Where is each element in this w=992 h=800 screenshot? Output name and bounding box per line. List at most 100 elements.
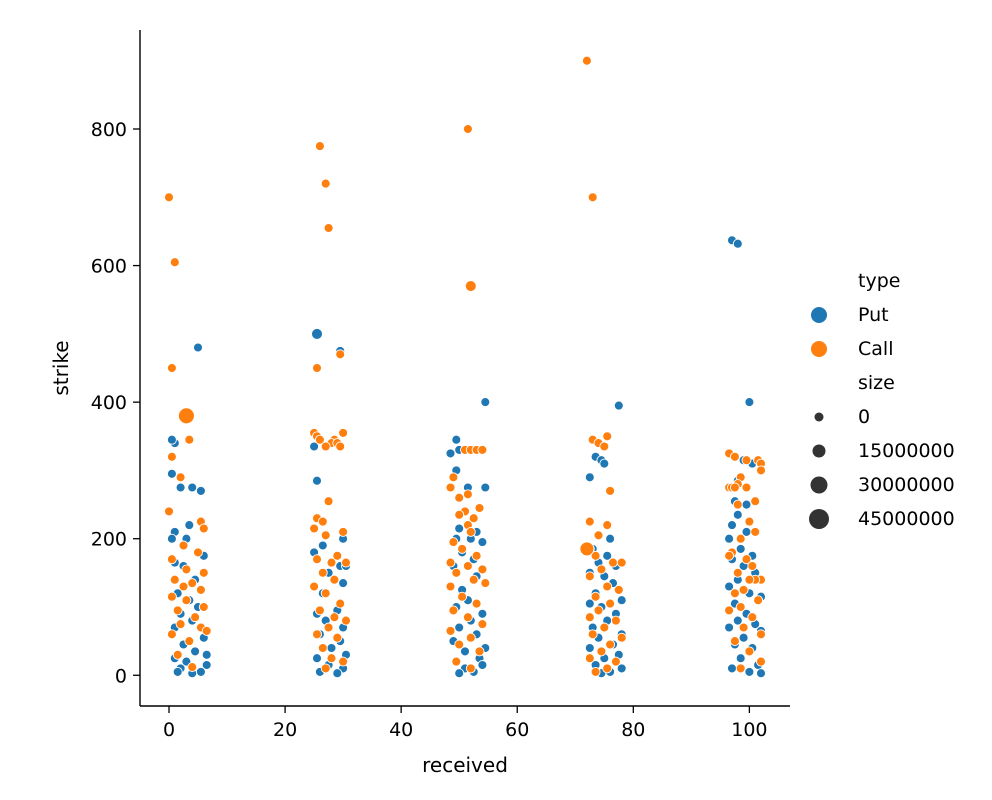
scatter-point-large-call bbox=[579, 541, 595, 557]
scatter-point-call bbox=[593, 605, 604, 616]
legend-size-label: 45000000 bbox=[858, 508, 955, 530]
scatter-point-call bbox=[729, 482, 740, 493]
scatter-point-put bbox=[338, 578, 349, 589]
scatter-point-call bbox=[602, 520, 613, 531]
scatter-point-call bbox=[756, 465, 766, 476]
scatter-point-call bbox=[599, 622, 610, 633]
scatter-point-call bbox=[166, 554, 177, 565]
scatter-point-call bbox=[201, 625, 212, 636]
scatter-point-call bbox=[332, 632, 343, 643]
legend-size-label: 0 bbox=[858, 406, 870, 428]
scatter-point-put bbox=[735, 653, 746, 664]
scatter-point-put bbox=[195, 485, 206, 496]
scatter-point-put bbox=[732, 238, 743, 249]
scatter-point-call bbox=[320, 588, 331, 599]
scatter-point-put bbox=[454, 622, 465, 633]
scatter-point-put bbox=[201, 649, 212, 660]
y-tick-label: 0 bbox=[115, 665, 127, 687]
scatter-point-put bbox=[727, 520, 737, 531]
scatter-point-call bbox=[329, 612, 340, 623]
scatter-point-put bbox=[172, 666, 183, 677]
scatter-point-put bbox=[187, 482, 198, 493]
scatter-point-call bbox=[596, 564, 607, 575]
legend-size-marker-3 bbox=[809, 509, 829, 529]
scatter-point-put bbox=[166, 533, 177, 544]
scatter-point-call bbox=[735, 602, 746, 612]
scatter-point-call bbox=[724, 550, 735, 561]
x-tick-label: 20 bbox=[273, 719, 297, 741]
scatter-point-call bbox=[605, 485, 616, 496]
scatter-point-put bbox=[317, 540, 328, 551]
scatter-point-call bbox=[175, 619, 186, 630]
scatter-point-call bbox=[187, 578, 198, 589]
scatter-point-call bbox=[454, 492, 465, 503]
scatter-point-call bbox=[474, 646, 485, 657]
scatter-point-large-call bbox=[177, 407, 195, 425]
scatter-point-call bbox=[341, 557, 351, 568]
legend-call-marker bbox=[811, 341, 827, 357]
scatter-point-call bbox=[729, 636, 740, 647]
scatter-point-put bbox=[477, 608, 488, 619]
scatter-point-call bbox=[166, 363, 177, 373]
scatter-point-call bbox=[338, 656, 349, 667]
scatter-point-call bbox=[471, 598, 482, 609]
scatter-point-call bbox=[317, 516, 328, 527]
y-tick-label: 200 bbox=[91, 529, 127, 551]
scatter-point-call bbox=[741, 482, 752, 493]
scatter-point-call bbox=[756, 629, 766, 640]
scatter-point-put bbox=[724, 533, 735, 544]
scatter-point-call bbox=[181, 595, 192, 606]
scatter-point-put bbox=[193, 342, 203, 353]
legend-hue-title: type bbox=[858, 270, 900, 292]
scatter-point-call bbox=[584, 571, 595, 582]
scatter-point-call bbox=[477, 619, 488, 630]
scatter-point-put bbox=[190, 646, 201, 657]
scatter-point-call bbox=[732, 567, 743, 578]
scatter-point-call bbox=[454, 639, 465, 650]
scatter-point-call bbox=[451, 567, 462, 578]
scatter-point-call bbox=[744, 646, 755, 657]
scatter-point-call bbox=[317, 567, 328, 578]
scatter-point-call bbox=[605, 639, 616, 650]
scatter-point-call bbox=[320, 663, 331, 674]
scatter-point-call bbox=[178, 581, 189, 592]
scatter-point-call bbox=[166, 451, 177, 462]
scatter-point-put bbox=[735, 543, 746, 554]
scatter-point-call bbox=[335, 598, 346, 609]
scatter-point-call bbox=[593, 530, 604, 541]
scatter-point-call bbox=[602, 431, 613, 442]
x-tick-label: 0 bbox=[163, 719, 175, 741]
scatter-point-put bbox=[732, 615, 743, 626]
scatter-point-call bbox=[584, 516, 595, 527]
scatter-point-put bbox=[454, 523, 465, 534]
y-axis-title: strike bbox=[49, 340, 73, 395]
scatter-point-call bbox=[602, 581, 613, 592]
scatter-point-call bbox=[744, 574, 755, 585]
x-axis-ticks: 0 20 40 60 80 100 bbox=[163, 706, 768, 741]
scatter-point-call bbox=[326, 653, 337, 664]
scatter-point-call bbox=[738, 584, 749, 595]
scatter-point-call bbox=[193, 547, 203, 558]
scatter-point-call bbox=[747, 612, 758, 623]
scatter-point-call bbox=[599, 441, 610, 452]
scatter-point-put bbox=[602, 550, 613, 561]
legend: type Put Call size 0 15000000 30000000 4… bbox=[809, 270, 955, 530]
scatter-point-call bbox=[608, 557, 618, 568]
scatter-point-put bbox=[460, 646, 470, 657]
legend-put-marker bbox=[811, 307, 827, 323]
scatter-point-call bbox=[338, 526, 349, 537]
scatter-point-call bbox=[462, 612, 473, 623]
scatter-point-put bbox=[727, 663, 737, 674]
scatter-point-call bbox=[465, 663, 476, 674]
legend-size-label: 30000000 bbox=[858, 474, 955, 496]
scatter-point-call bbox=[445, 557, 456, 568]
scatter-point-call bbox=[309, 581, 320, 592]
scatter-point-put bbox=[477, 537, 488, 548]
scatter-point-put bbox=[480, 397, 491, 408]
scatter-point-call bbox=[312, 629, 322, 640]
scatter-point-call bbox=[314, 605, 325, 616]
scatter-point-put bbox=[741, 499, 752, 510]
scatter-point-call bbox=[172, 649, 183, 660]
scatter-point-call bbox=[462, 561, 473, 571]
